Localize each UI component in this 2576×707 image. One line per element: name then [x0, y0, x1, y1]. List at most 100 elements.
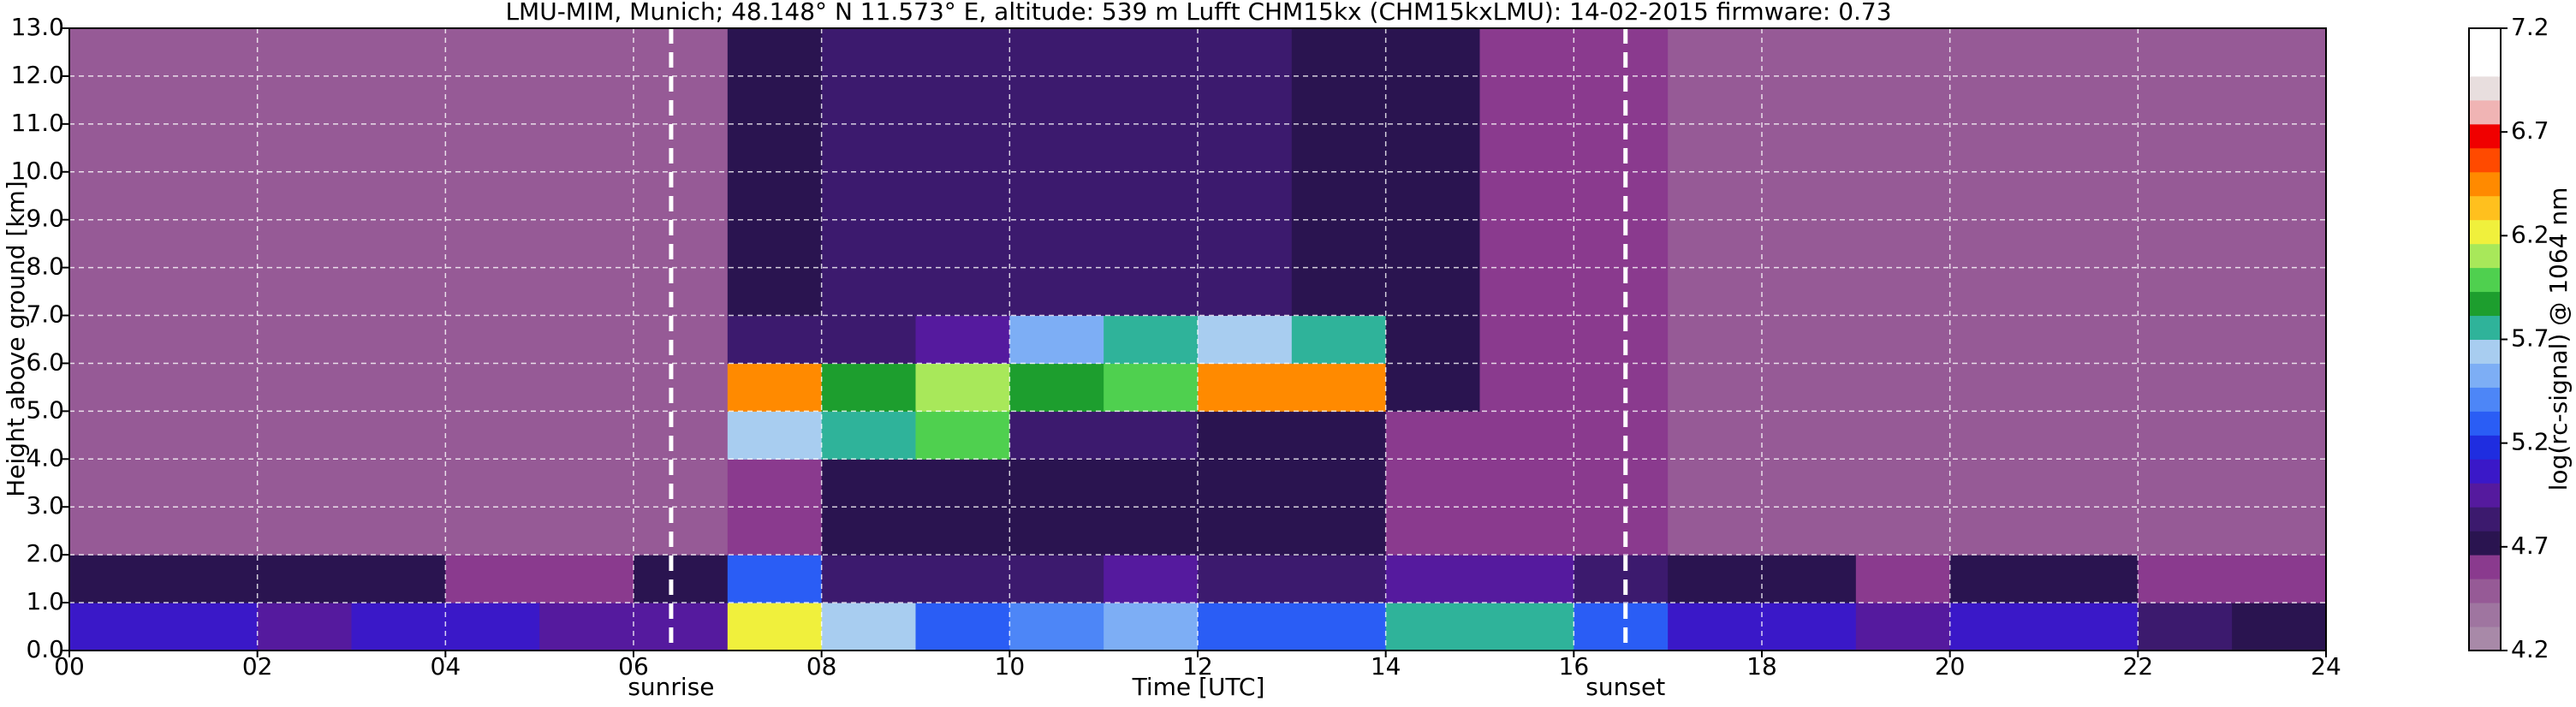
x-tick-label: 02: [242, 652, 273, 680]
heatmap-cell: [1949, 363, 2044, 412]
colorbar-segment: [2469, 243, 2501, 269]
heatmap-cell: [727, 219, 823, 269]
heatmap-cell: [1762, 555, 1857, 603]
heatmap-cell: [1385, 123, 1480, 173]
y-tick-label: 13.0: [11, 13, 64, 41]
heatmap-cell: [915, 555, 1010, 603]
heatmap-cell: [1385, 315, 1480, 364]
heatmap-cell: [1009, 459, 1104, 508]
heatmap-cell: [1762, 123, 1857, 173]
heatmap-cell: [2044, 171, 2139, 221]
heatmap-cell: [1198, 315, 1293, 364]
colorbar-segment: [2469, 51, 2501, 77]
heatmap-cell: [1574, 267, 1669, 317]
y-tick-label: 1.0: [26, 587, 64, 615]
x-tick-label: 24: [2311, 652, 2341, 680]
heatmap-cell: [1668, 171, 1763, 221]
heatmap-cell: [1198, 75, 1293, 125]
heatmap-cell: [1762, 171, 1857, 221]
heatmap-cell: [1762, 28, 1857, 77]
heatmap-cell: [1668, 507, 1763, 556]
heatmap-cell: [1855, 507, 1951, 556]
x-tick-label: 16: [1559, 652, 1590, 680]
heatmap-cell: [634, 123, 729, 173]
colorbar-segment: [2469, 459, 2501, 484]
heatmap-cell: [1198, 363, 1293, 412]
heatmap-cell: [1104, 555, 1199, 603]
heatmap-cell: [915, 219, 1010, 269]
heatmap-cell: [257, 603, 352, 651]
heatmap-cell: [1574, 363, 1669, 412]
heatmap-cell: [727, 459, 823, 508]
colorbar-segment: [2469, 435, 2501, 460]
heatmap-cell: [257, 28, 352, 77]
colorbar-segment: [2469, 315, 2501, 340]
heatmap-cell: [1291, 171, 1387, 221]
heatmap-cell: [163, 603, 259, 651]
colorbar-segment: [2469, 219, 2501, 245]
colorbar-tick-label: 4.2: [2511, 635, 2549, 663]
heatmap-cell: [1385, 28, 1480, 77]
y-axis-label: Height above ground [km]: [2, 181, 30, 497]
heatmap-cell: [821, 507, 916, 556]
heatmap-cell: [2232, 75, 2327, 125]
heatmap-cell: [1104, 28, 1199, 77]
heatmap-cell: [2138, 171, 2233, 221]
heatmap-cell: [539, 603, 634, 651]
heatmap-cell: [1009, 411, 1104, 460]
heatmap-cell: [1385, 75, 1480, 125]
colorbar-tick-label: 6.2: [2511, 220, 2549, 248]
heatmap-cell: [257, 411, 352, 460]
x-tick-label: 00: [54, 652, 85, 680]
heatmap-cell: [163, 363, 259, 412]
heatmap-cell: [1574, 315, 1669, 364]
heatmap-cell: [821, 315, 916, 364]
heatmap-cell: [1385, 171, 1480, 221]
heatmap-cell: [539, 267, 634, 317]
heatmap-cell: [821, 459, 916, 508]
heatmap-cell: [1479, 123, 1574, 173]
heatmap-cell: [2232, 411, 2327, 460]
colorbar-tick-label: 5.2: [2511, 428, 2549, 456]
heatmap-cell: [727, 171, 823, 221]
heatmap-cell: [1479, 315, 1574, 364]
colorbar-segment: [2469, 507, 2501, 532]
heatmap-cell: [634, 219, 729, 269]
heatmap-cell: [1104, 603, 1199, 651]
heatmap-cell: [2044, 507, 2139, 556]
heatmap-cell: [1198, 555, 1293, 603]
colorbar-tick-label: 7.2: [2511, 13, 2549, 41]
heatmap-cell: [1574, 219, 1669, 269]
heatmap-cell: [1574, 28, 1669, 77]
heatmap-cell: [351, 171, 446, 221]
heatmap-cell: [1198, 219, 1293, 269]
heatmap-cell: [1009, 219, 1104, 269]
heatmap-cell: [1762, 459, 1857, 508]
heatmap-cell: [69, 267, 164, 317]
heatmap-cell: [351, 507, 446, 556]
heatmap-cell: [915, 75, 1010, 125]
heatmap-cell: [1385, 267, 1480, 317]
heatmap-cell: [634, 315, 729, 364]
heatmap-cell: [69, 315, 164, 364]
x-tick-label: 08: [806, 652, 837, 680]
heatmap-cell: [821, 555, 916, 603]
heatmap-cell: [1855, 459, 1951, 508]
heatmap-cell: [1198, 507, 1293, 556]
heatmap-cell: [539, 123, 634, 173]
heatmap-cell: [2138, 363, 2233, 412]
heatmap-cell: [445, 411, 540, 460]
heatmap-cell: [2232, 459, 2327, 508]
heatmap-cell: [1104, 459, 1199, 508]
heatmap-cell: [821, 219, 916, 269]
heatmap-cell: [69, 411, 164, 460]
x-tick-label: 10: [995, 652, 1026, 680]
heatmap-cell: [2232, 28, 2327, 77]
heatmap-cell: [1009, 555, 1104, 603]
heatmap-cell: [634, 267, 729, 317]
heatmap-cell: [351, 555, 446, 603]
colorbar-segment: [2469, 531, 2501, 556]
heatmap-cell: [821, 411, 916, 460]
colorbar-segment: [2469, 411, 2501, 436]
